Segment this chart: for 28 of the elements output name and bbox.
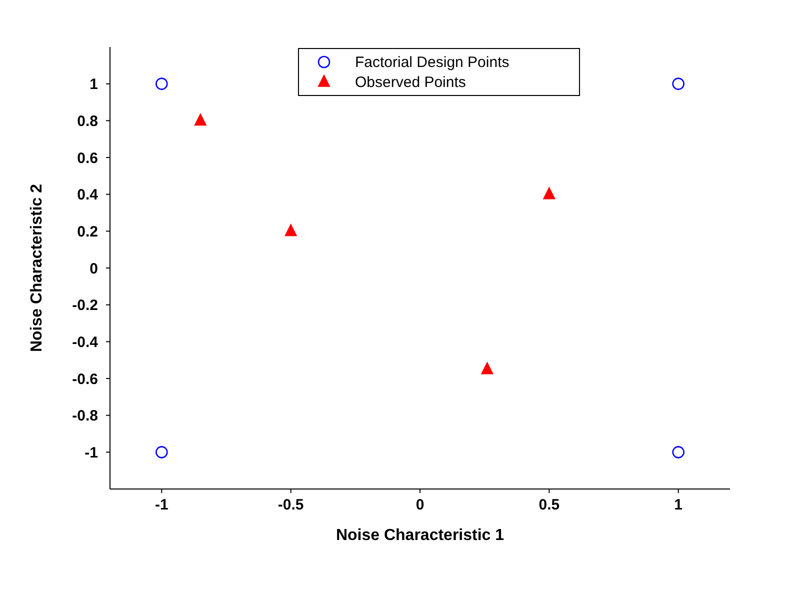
point — [284, 224, 297, 236]
point — [481, 362, 494, 374]
y-tick-label: 0.6 — [77, 150, 98, 167]
y-tick-label: -0.6 — [72, 370, 98, 388]
x-axis-title: Noise Characteristic 1 — [336, 527, 504, 544]
y-tick-label: -0.8 — [72, 408, 98, 425]
y-tick-label: 0.2 — [77, 223, 98, 240]
y-tick-label: 0.4 — [77, 186, 99, 204]
x-tick-label: 0 — [416, 496, 424, 514]
x-tick-label: 0.5 — [538, 496, 560, 514]
y-tick-label: -1 — [84, 444, 98, 462]
point — [156, 78, 168, 90]
point — [156, 446, 168, 458]
y-tick-label: -0.4 — [72, 334, 99, 351]
x-tick-label: -0.5 — [278, 496, 304, 514]
x-tick-label: -1 — [154, 496, 168, 514]
point — [672, 78, 684, 90]
y-tick-label: 0 — [90, 260, 98, 278]
point — [672, 446, 684, 458]
legend-label: Factorial Design Points — [355, 54, 510, 70]
y-axis-title: Noise Characteristic 2 — [28, 184, 46, 352]
legend-label: Observed Points — [355, 74, 466, 90]
x-tick-label: 1 — [674, 496, 683, 514]
y-tick-label: -0.2 — [72, 297, 98, 314]
y-tick-label: 0.8 — [77, 112, 98, 130]
y-tick-label: 1 — [90, 76, 98, 94]
point — [194, 114, 206, 126]
point — [543, 187, 556, 200]
